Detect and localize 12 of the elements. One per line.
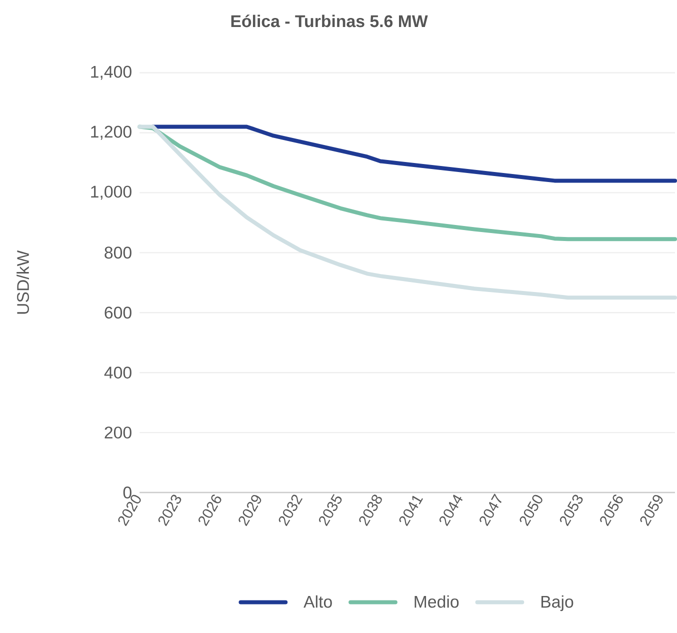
y-tick-label: 600 [104, 306, 132, 319]
chart-title: Eólica - Turbinas 5.6 MW [231, 14, 428, 28]
legend-label: Medio [414, 595, 459, 608]
y-tick-label: 1,000 [91, 186, 132, 200]
y-tick-label: 800 [104, 246, 132, 259]
y-axis-title: USD/kW [16, 250, 30, 314]
y-tick-label: 1,200 [91, 126, 132, 140]
y-tick-label: 1,400 [91, 66, 132, 80]
legend-label: Alto [304, 595, 332, 608]
legend-label: Bajo [541, 595, 574, 612]
y-tick-label: 400 [104, 366, 132, 379]
y-tick-label: 200 [104, 426, 132, 438]
